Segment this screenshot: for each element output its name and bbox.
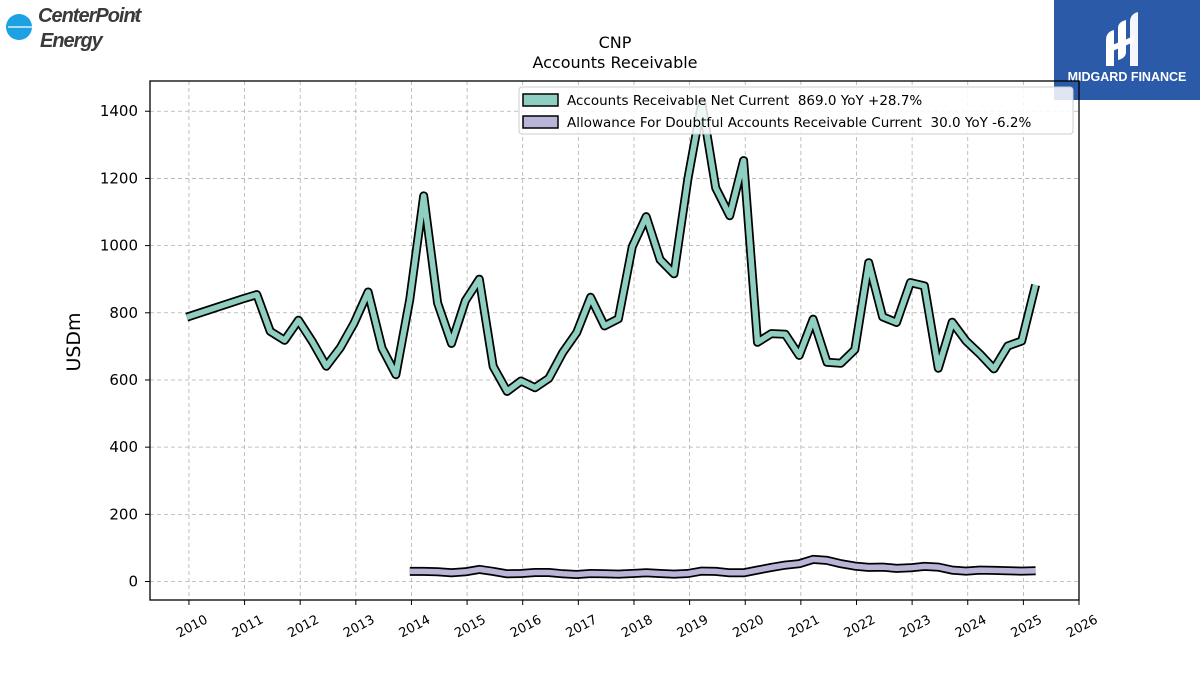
midgard-finance-logo: MIDGARD FINANCE <box>1054 0 1200 100</box>
chart-title: CNP <box>599 33 632 52</box>
y-axis: 0 200 400 600 800 1000 1200 1400 <box>100 102 150 591</box>
x-tick-label: 2020 <box>730 613 766 642</box>
midgard-m-icon <box>1106 12 1138 66</box>
x-tick-label: 2016 <box>508 613 544 642</box>
x-tick-label: 2023 <box>897 613 933 642</box>
legend-swatch-series-1 <box>522 93 559 107</box>
x-tick-label: 2017 <box>564 613 600 642</box>
y-tick-label: 1000 <box>100 237 138 255</box>
centerpoint-logo-graphic: CenterPoint ® Energy <box>6 5 144 52</box>
x-tick-label: 2010 <box>174 613 210 642</box>
midgard-logo-text: MIDGARD FINANCE <box>1068 70 1187 84</box>
x-tick-label: 2014 <box>397 613 433 642</box>
x-tick-label: 2024 <box>953 613 989 642</box>
x-tick-label: 2021 <box>786 613 822 642</box>
x-tick-label: 2011 <box>230 613 266 642</box>
x-tick-label: 2019 <box>675 613 711 642</box>
x-tick-label: 2015 <box>452 613 488 642</box>
series-line-1 <box>185 100 1039 395</box>
logo-mark: ® <box>132 12 138 21</box>
x-tick-label: 2013 <box>341 613 377 642</box>
x-axis: 2010 2011 2012 2013 2014 2015 2016 2017 2018 2019… <box>174 600 1100 641</box>
y-tick-label: 1200 <box>100 169 138 187</box>
chart-subtitle: Accounts Receivable <box>532 53 697 72</box>
legend-swatch-series-2 <box>522 115 559 129</box>
y-axis-label: USDm <box>63 312 85 371</box>
y-tick-label: 200 <box>109 505 138 523</box>
series-line-2 <box>409 556 1036 578</box>
legend-box <box>518 86 1074 135</box>
x-tick-label: 2018 <box>619 613 655 642</box>
x-tick-label: 2022 <box>842 613 878 642</box>
legend-label-series-1: Accounts Receivable Net Current 869.0 Yo… <box>567 93 922 109</box>
y-tick-label: 1400 <box>100 102 138 120</box>
centerpoint-energy-logo: CenterPoint ® Energy <box>0 0 160 60</box>
series-layer <box>185 98 1040 579</box>
y-tick-label: 0 <box>128 573 138 591</box>
x-tick-label: 2026 <box>1064 613 1100 642</box>
y-tick-label: 600 <box>109 371 138 389</box>
y-tick-label: 800 <box>109 304 138 322</box>
x-tick-label: 2025 <box>1009 613 1045 642</box>
x-tick-label: 2012 <box>285 613 321 642</box>
logo-line1: CenterPoint <box>38 5 143 27</box>
y-tick-label: 400 <box>109 438 138 456</box>
plot-frame <box>149 80 1080 601</box>
logo-line2: Energy <box>40 30 104 52</box>
midgard-logo-graphic: MIDGARD FINANCE <box>1068 12 1187 84</box>
legend: Accounts Receivable Net Current 869.0 Yo… <box>518 86 1074 135</box>
legend-label-series-2: Allowance For Doubtful Accounts Receivab… <box>567 115 1031 131</box>
